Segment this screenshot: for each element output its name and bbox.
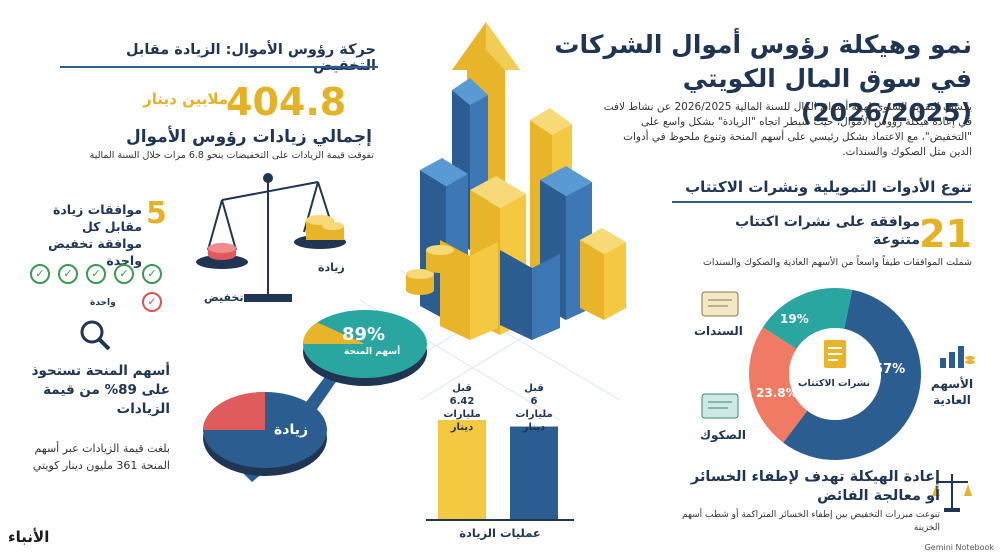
donut-slice-1	[749, 327, 808, 443]
ops-bar-1	[510, 426, 558, 520]
donut-pct-sukuk: 23.8%	[756, 386, 798, 400]
bonus-shares-title: أسهم المنحة تستحوذ على 89% من قيمة الزيا…	[31, 363, 170, 417]
approvals-ratio-text: موافقات زيادة مقابل كل موافقة تخفيض واحد…	[48, 202, 142, 268]
amount-subtext: تفوقت قيمة الزيادات على التخفيضات بنحو 6…	[89, 150, 374, 161]
stocks-label: الأسهم العادية	[930, 377, 974, 407]
increase-ops-bar-chart	[426, 420, 574, 521]
bonus-pie-label: أسهم المنحة	[344, 347, 401, 357]
amount-label: إجمالي زيادات رؤوس الأموال	[125, 127, 372, 147]
one-approval-label: واحدة	[90, 298, 116, 308]
stocks-growth-icon	[936, 340, 976, 374]
bar-top-text: قبل	[452, 383, 472, 394]
magnifier-icon	[78, 318, 112, 356]
sukuk-certificate-icon	[700, 392, 740, 424]
increase-pie-label: زيادة	[274, 422, 309, 438]
red-check-icon: ✓	[142, 292, 162, 312]
check-icon: ✓	[58, 264, 78, 284]
check-icon: ✓	[30, 264, 50, 284]
approvals-count: 21	[919, 212, 972, 256]
approvals-subtext: شملت الموافقات طيفاً واسعاً من الأسهم ال…	[702, 257, 972, 268]
amount-unit: ملايين دينار	[143, 90, 228, 108]
section-divider	[60, 66, 378, 68]
check-icon: ✓	[142, 264, 162, 284]
bar-unit: مليارات دينار	[515, 409, 553, 433]
bar-value: 6	[530, 396, 538, 407]
bonus-share-pie	[303, 310, 427, 386]
scale-decrease-label: تخفيض	[204, 291, 244, 304]
section-divider	[672, 201, 972, 203]
newspaper-logo: الأنباء	[8, 528, 50, 546]
approvals-label: موافقة على نشرات اكتتاب متنوعة	[735, 214, 920, 248]
scale-increase-label: زيادة	[318, 261, 345, 274]
document-icon	[804, 336, 864, 376]
capital-section-heading: حركة رؤوس الأموال: الزيادة مقابل التخفيض	[125, 42, 376, 74]
approvals-ratio-number: 5	[146, 196, 167, 231]
restructure-title: إعادة الهيكلة تهدف لإطفاء الخسائر أو معا…	[690, 469, 940, 504]
pie-remainder-slice	[303, 322, 365, 344]
donut-slice-2	[762, 288, 853, 349]
ops-chart-label: عمليات الزيادة	[459, 526, 541, 540]
donut-pct-stocks: 57%	[874, 362, 906, 377]
balance-scale-icon	[930, 470, 974, 518]
intro-paragraph: يكشف التقرير السنوي لهيئة أسواق المال لل…	[603, 101, 972, 158]
donut-hole	[789, 328, 881, 420]
check-icon: ✓	[86, 264, 106, 284]
credit-label: Gemini Notebook	[924, 543, 994, 552]
bonds-certificate-icon	[700, 290, 740, 322]
page-title: نمو وهيكلة رؤوس أموال الشركات في سوق الم…	[554, 30, 972, 127]
sukuk-label: الصكوك	[700, 428, 746, 442]
increase-pie	[203, 392, 327, 476]
donut-center-label: نشرات الاكتتاب	[798, 378, 870, 389]
check-icon: ✓	[114, 264, 134, 284]
bonus-shares-subtext: بلغت قيمة الزيادات عبر أسهم المنحة 361 م…	[32, 442, 170, 472]
restructure-subtext: تنوعت مبررات التخفيض بين إطفاء الخسائر ا…	[682, 510, 940, 533]
bar-label-left: قبل 6.42 مليارات دينار	[432, 382, 492, 434]
ops-bar-0	[438, 420, 486, 520]
tools-section-title: تنوع الأدوات التمويلية ونشرات الاكتتاب	[685, 178, 972, 196]
prospectus-donut-chart	[749, 288, 921, 460]
bar-unit: مليارات دينار	[443, 409, 481, 433]
bonus-pie-percent: 89%	[342, 324, 386, 345]
bar-value: 6.42	[449, 396, 475, 407]
bonds-label: السندات	[694, 324, 743, 338]
total-increase-amount: 404.8	[226, 80, 347, 124]
bar-label-right: قبل 6 مليارات دينار	[504, 382, 564, 434]
donut-slice-0	[783, 289, 921, 460]
donut-pct-bonds: 19%	[780, 312, 809, 326]
bar-top-text: قبل	[524, 383, 544, 394]
